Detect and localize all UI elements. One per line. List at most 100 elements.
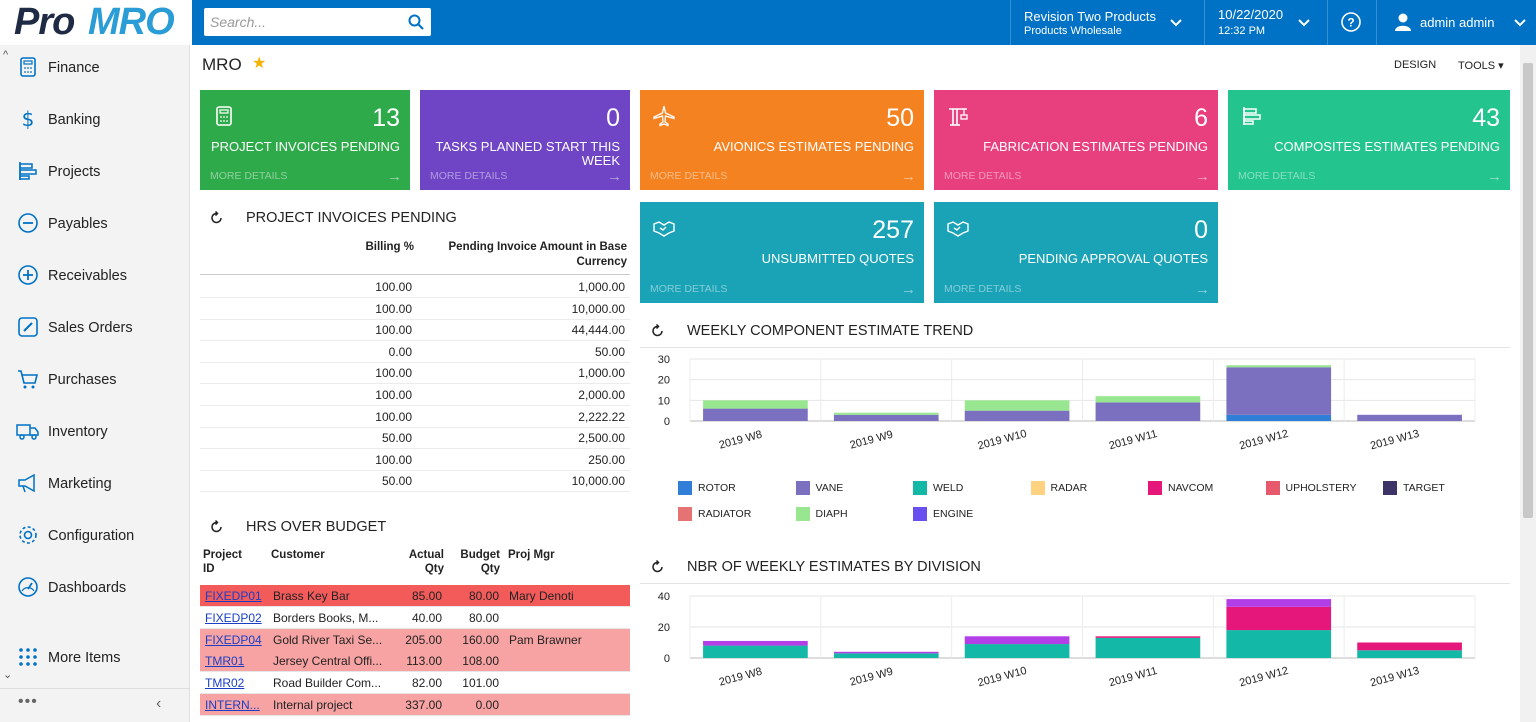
project-id-link[interactable]: TMR01 [205,654,245,669]
table-row[interactable]: TMR01 Jersey Central Offi... 113.00 108.00 [200,650,630,673]
sidebar-item-marketing[interactable]: Marketing [0,461,190,505]
sidebar-item-payables[interactable]: Payables [0,201,190,245]
design-button[interactable]: DESIGN [1394,59,1437,71]
sidebar-item-inventory[interactable]: Inventory [0,409,190,453]
sidebar-scroll-up-icon[interactable]: ^ [3,49,9,61]
tenant-selector[interactable]: Revision Two Products Products Wholesale [1012,0,1198,45]
column-header-pending-amount[interactable]: Pending Invoice Amount in Base [448,241,628,253]
favorite-star-icon[interactable]: ★ [252,55,267,72]
tile-unsubmitted-quotes[interactable]: 257 UNSUBMITTED QUOTES MORE DETAILS → [640,202,924,303]
bar-segment[interactable] [1226,414,1332,421]
arrow-right-icon[interactable]: → [1195,168,1210,185]
search-box[interactable] [204,8,431,36]
tools-menu-button[interactable]: TOOLS ▾ [1458,60,1504,72]
bar-segment[interactable] [833,414,939,421]
bar-segment[interactable] [1226,599,1332,607]
more-details-link[interactable]: MORE DETAILS [944,170,1022,182]
tile-pending-approval-quotes[interactable]: 0 PENDING APPROVAL QUOTES MORE DETAILS → [934,202,1218,303]
sidebar-item-finance[interactable]: Finance [0,45,190,89]
sidebar-item-more-items[interactable]: More Items [0,635,190,679]
more-details-link[interactable]: MORE DETAILS [650,170,728,182]
arrow-right-icon[interactable]: → [901,281,916,298]
sidebar-item-configuration[interactable]: Configuration [0,513,190,557]
bar-segment[interactable] [1357,650,1462,658]
arrow-right-icon[interactable]: → [901,168,916,185]
help-icon[interactable]: ? [1340,11,1362,33]
table-row[interactable]: TMR02 Road Builder Com... 82.00 101.00 [200,672,630,695]
col-project[interactable]: Project [203,549,242,561]
bar-segment[interactable] [703,640,808,646]
table-row[interactable]: INTERN... Internal project 337.00 0.00 [200,694,630,716]
bar-segment[interactable] [1095,637,1201,658]
sidebar-item-purchases[interactable]: Purchases [0,357,190,401]
project-id-link[interactable]: FIXEDP04 [205,632,262,647]
arrow-right-icon[interactable]: → [607,168,622,185]
project-id-link[interactable]: INTERN... [205,698,260,712]
arrow-right-icon[interactable]: → [1195,281,1210,298]
x-tick-label: 2019 W13 [1369,665,1421,690]
arrow-right-icon[interactable]: → [387,168,402,185]
tile-project-invoices-pending[interactable]: 13 PROJECT INVOICES PENDING MORE DETAILS… [200,90,410,190]
arrow-right-icon[interactable]: → [1487,168,1502,185]
collapse-sidebar-icon[interactable]: ‹ [156,695,162,712]
ellipsis-icon[interactable]: ••• [18,693,38,710]
sidebar-item-banking[interactable]: $ Banking [0,97,190,141]
more-details-link[interactable]: MORE DETAILS [944,283,1022,295]
bar-segment[interactable] [703,400,808,409]
more-details-link[interactable]: MORE DETAILS [430,170,508,182]
bar-segment[interactable] [1357,642,1462,651]
project-id-link[interactable]: FIXEDP02 [205,610,262,625]
bar-segment[interactable] [1357,414,1462,421]
bar-segment[interactable] [703,408,808,421]
table-row[interactable]: FIXEDP04 Gold River Taxi Se... 205.00 160.0… [200,628,630,651]
bar-segment[interactable] [1226,367,1332,415]
bar-segment[interactable] [964,644,1070,658]
bar-segment[interactable] [964,636,1070,645]
sidebar-item-receivables[interactable]: Receivables [0,253,190,297]
search-input[interactable] [204,8,404,36]
bar-segment[interactable] [833,653,939,658]
bar-segment[interactable] [1226,630,1332,658]
bar-segment[interactable] [1095,396,1201,403]
more-details-link[interactable]: MORE DETAILS [1238,170,1316,182]
logo[interactable]: Pro MRO [0,0,192,45]
tile-fabrication-estimates[interactable]: 6 FABRICATION ESTIMATES PENDING MORE DET… [934,90,1218,190]
bar-segment[interactable] [1226,606,1332,631]
project-id-link[interactable]: FIXEDP01 [205,589,262,603]
tile-tasks-planned-start[interactable]: 0 TASKS PLANNED START THIS WEEK MORE DET… [420,90,630,190]
tile-composites-estimates[interactable]: 43 COMPOSITES ESTIMATES PENDING MORE DET… [1228,90,1510,190]
refresh-icon[interactable] [210,211,224,225]
sidebar-scroll-down-icon[interactable]: ⌄ [3,669,13,681]
user-menu[interactable]: admin admin [1378,0,1536,45]
bar-segment[interactable] [703,645,808,658]
sidebar-item-dashboards[interactable]: Dashboards [0,565,190,609]
col-proj-mgr[interactable]: Proj Mgr [508,549,555,561]
bar-segment[interactable] [964,410,1070,421]
column-header-pending-amount-2[interactable]: Currency [576,256,628,268]
vertical-scrollbar[interactable] [1520,45,1536,722]
project-id-link[interactable]: TMR02 [205,676,245,691]
scrollbar-thumb[interactable] [1523,63,1533,518]
col-actual[interactable]: Actual [408,549,444,561]
bar-segment[interactable] [1095,636,1201,638]
bar-segment[interactable] [964,400,1070,411]
table-row[interactable]: FIXEDP01 Brass Key Bar 85.00 80.00 Mary Deno… [200,585,630,607]
sidebar-item-sales-orders[interactable]: Sales Orders [0,305,190,349]
more-details-link[interactable]: MORE DETAILS [210,170,288,182]
business-date-selector[interactable]: 10/22/2020 12:32 PM [1206,0,1326,45]
table-row[interactable]: FIXEDP02 Borders Books, M... 40.00 80.00 [200,606,630,629]
refresh-icon[interactable] [651,324,665,338]
bar-segment[interactable] [1095,402,1201,421]
column-header-billing[interactable]: Billing % [365,241,414,253]
bar-segment[interactable] [1226,365,1332,368]
col-customer[interactable]: Customer [271,549,325,561]
tile-avionics-estimates[interactable]: 50 AVIONICS ESTIMATES PENDING MORE DETAI… [640,90,924,190]
refresh-icon[interactable] [210,520,224,534]
sidebar-item-projects[interactable]: Projects [0,149,190,193]
bar-segment[interactable] [833,651,939,654]
bar-segment[interactable] [833,412,939,415]
col-budget[interactable]: Budget [460,549,500,561]
search-icon[interactable] [407,13,425,31]
more-details-link[interactable]: MORE DETAILS [650,283,728,295]
refresh-icon[interactable] [651,560,665,574]
